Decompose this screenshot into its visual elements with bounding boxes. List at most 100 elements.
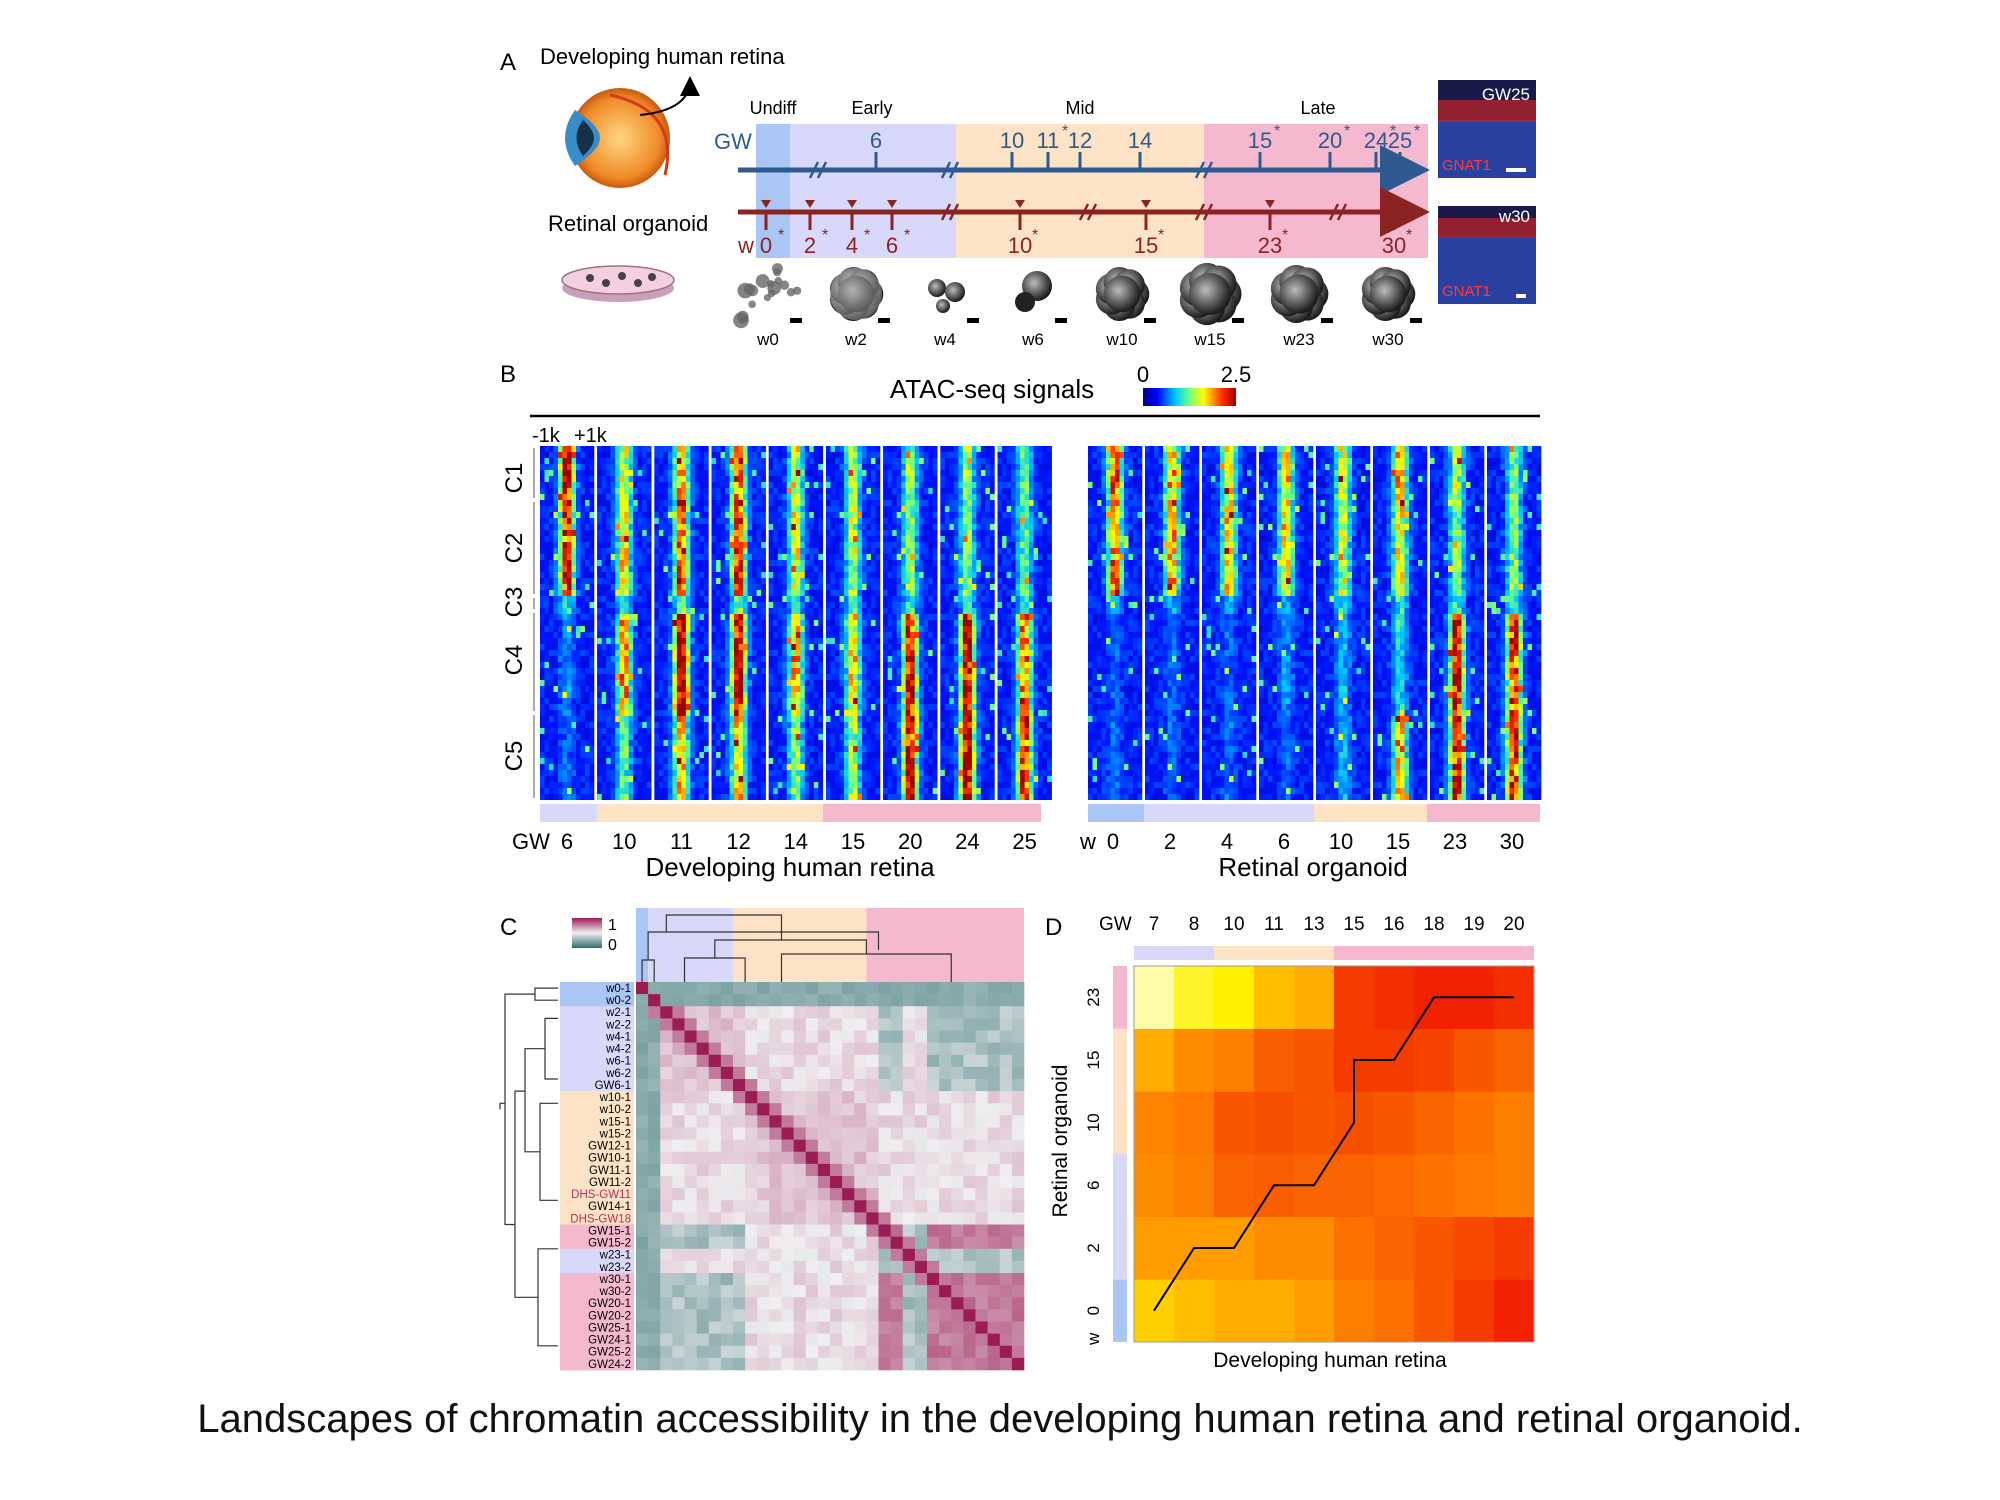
d-y-tick: 0 bbox=[1084, 1306, 1103, 1315]
scale-bar bbox=[967, 318, 979, 323]
organoid-label: Retinal organoid bbox=[548, 211, 708, 236]
correlation-scale-max: 1 bbox=[608, 917, 617, 934]
gw-tick-label: 24 bbox=[1364, 128, 1388, 153]
d-y-tick: 10 bbox=[1084, 1113, 1103, 1132]
cluster-label: C4 bbox=[501, 645, 528, 676]
panel-d: D GW 7 8 10 11 13 15 16 18 19 20 0 2 6 10 15 23 w Reti… bbox=[1045, 914, 1535, 1372]
sample-label: GW6-1 bbox=[595, 1080, 631, 1092]
sample-label-bg bbox=[560, 1273, 634, 1286]
organoid-column-label: 0 bbox=[1107, 829, 1119, 854]
sample-label-bg bbox=[560, 1321, 634, 1335]
sample-label-bg bbox=[560, 1091, 634, 1104]
d-x-stage-bar bbox=[1134, 946, 1214, 960]
stage-label-undiff: Undiff bbox=[750, 98, 798, 118]
organoid-stage-bar bbox=[1314, 804, 1427, 822]
stage-label-early: Early bbox=[851, 98, 892, 118]
d-x-tick: 8 bbox=[1189, 914, 1200, 935]
sample-label: GW12-1 bbox=[588, 1141, 631, 1153]
sample-label-bg bbox=[560, 1297, 634, 1310]
w-sample-marker bbox=[805, 200, 815, 208]
sample-label-bg bbox=[560, 994, 634, 1007]
correlation-scale-min: 0 bbox=[608, 937, 617, 954]
scale-bar bbox=[1144, 318, 1156, 323]
gw-tick-label: 15 bbox=[1248, 128, 1272, 153]
w-sample-marker bbox=[761, 200, 771, 208]
d-x-stage-bar bbox=[1214, 946, 1334, 960]
w-tick-star: * bbox=[1158, 227, 1164, 244]
organoid-image-label: w30 bbox=[1371, 330, 1403, 349]
w-tick-label: 6 bbox=[886, 233, 898, 258]
sample-label: DHS-GW18 bbox=[570, 1213, 631, 1225]
sample-label: w4-1 bbox=[605, 1031, 631, 1043]
organoid-image-label: w6 bbox=[1021, 330, 1044, 349]
retina-column-label: 11 bbox=[670, 829, 693, 854]
d-x-tick: 11 bbox=[1264, 914, 1284, 935]
w-sample-marker bbox=[1141, 200, 1151, 208]
sample-label: DHS-GW11 bbox=[571, 1189, 631, 1201]
organoid-column-label: 4 bbox=[1221, 829, 1233, 854]
sample-label: w4-2 bbox=[605, 1044, 631, 1056]
d-x-prefix: GW bbox=[1099, 914, 1132, 935]
d-heatmap-frame bbox=[1133, 965, 1535, 1343]
w-sample-marker bbox=[1389, 200, 1399, 208]
sample-label: GW25-2 bbox=[588, 1347, 631, 1359]
organoid-image-label: w0 bbox=[756, 330, 779, 349]
w-tick-star: * bbox=[904, 227, 910, 244]
d-y-tick: 2 bbox=[1084, 1243, 1103, 1252]
organoid-image-label: w23 bbox=[1282, 330, 1314, 349]
organoid-column-label: 23 bbox=[1443, 829, 1467, 854]
organoid-image-w10 bbox=[1095, 266, 1156, 323]
organoid-image-label: w15 bbox=[1193, 330, 1225, 349]
petri-dish-icon bbox=[561, 265, 675, 302]
eye-icon bbox=[565, 76, 700, 188]
sample-label: GW11-2 bbox=[589, 1177, 631, 1189]
w-tick-star: * bbox=[1282, 227, 1288, 244]
micrograph-gw25-stain: GNAT1 bbox=[1442, 157, 1491, 174]
scale-bar bbox=[1232, 318, 1244, 323]
d-y-tick: 23 bbox=[1084, 988, 1103, 1007]
retina-prefix: GW bbox=[512, 829, 550, 854]
d-x-tick: 16 bbox=[1383, 914, 1404, 935]
sample-label: w30-2 bbox=[599, 1286, 631, 1298]
organoid-image-label: w10 bbox=[1105, 330, 1137, 349]
sample-label: w2-1 bbox=[605, 1007, 631, 1019]
top-group-band bbox=[636, 908, 649, 982]
d-x-tick: 7 bbox=[1149, 914, 1160, 935]
d-x-stage-bar bbox=[1334, 946, 1534, 960]
w-tick-label: 30 bbox=[1382, 233, 1406, 258]
organoid-image-w0 bbox=[733, 263, 802, 329]
retina-column-label: 25 bbox=[1012, 829, 1036, 854]
sample-label-bg bbox=[560, 1030, 634, 1044]
panel-c: C 1 0 w0-1w0-2w2-1w2-2w4-1w4-2w6-1w6-2GW… bbox=[499, 908, 1025, 1371]
window-right-label: +1k bbox=[574, 425, 608, 447]
panel-d-letter: D bbox=[1045, 914, 1062, 941]
d-y-tick: 15 bbox=[1084, 1051, 1103, 1070]
organoid-image-w2 bbox=[829, 266, 890, 323]
sample-label: w30-1 bbox=[599, 1274, 631, 1286]
sample-label-bg bbox=[560, 1163, 634, 1177]
sample-label-bg bbox=[560, 1224, 634, 1238]
sample-label: GW20-2 bbox=[588, 1310, 631, 1322]
gw-tick-label: 10 bbox=[1000, 128, 1024, 153]
d-ylabel: Retinal organoid bbox=[1049, 1065, 1072, 1218]
correlation-colorbar bbox=[572, 918, 602, 948]
sample-label-bg bbox=[560, 1236, 634, 1250]
retina-column-label: 10 bbox=[612, 829, 636, 854]
organoid-column-label: 6 bbox=[1278, 829, 1290, 854]
d-x-tick: 15 bbox=[1343, 914, 1364, 935]
top-dendrogram bbox=[636, 908, 1024, 982]
organoid-heatmap bbox=[1088, 446, 1542, 800]
organoid-image-w23 bbox=[1270, 264, 1333, 324]
cluster-labels: C1 C2 C3 C4 C5 bbox=[501, 448, 535, 798]
d-y-prefix: w bbox=[1084, 1332, 1103, 1346]
sample-label: w10-2 bbox=[599, 1104, 631, 1116]
retina-stage-bar bbox=[597, 804, 823, 822]
sample-label-bg bbox=[560, 1309, 634, 1322]
gw-tick-star: * bbox=[1344, 123, 1350, 140]
sample-label-bg bbox=[560, 1018, 634, 1031]
sample-label-bg bbox=[560, 982, 634, 995]
sample-label: GW20-1 bbox=[588, 1298, 631, 1310]
gw-tick-label: 25 bbox=[1388, 128, 1412, 153]
d-stage-bars bbox=[1113, 946, 1534, 1342]
